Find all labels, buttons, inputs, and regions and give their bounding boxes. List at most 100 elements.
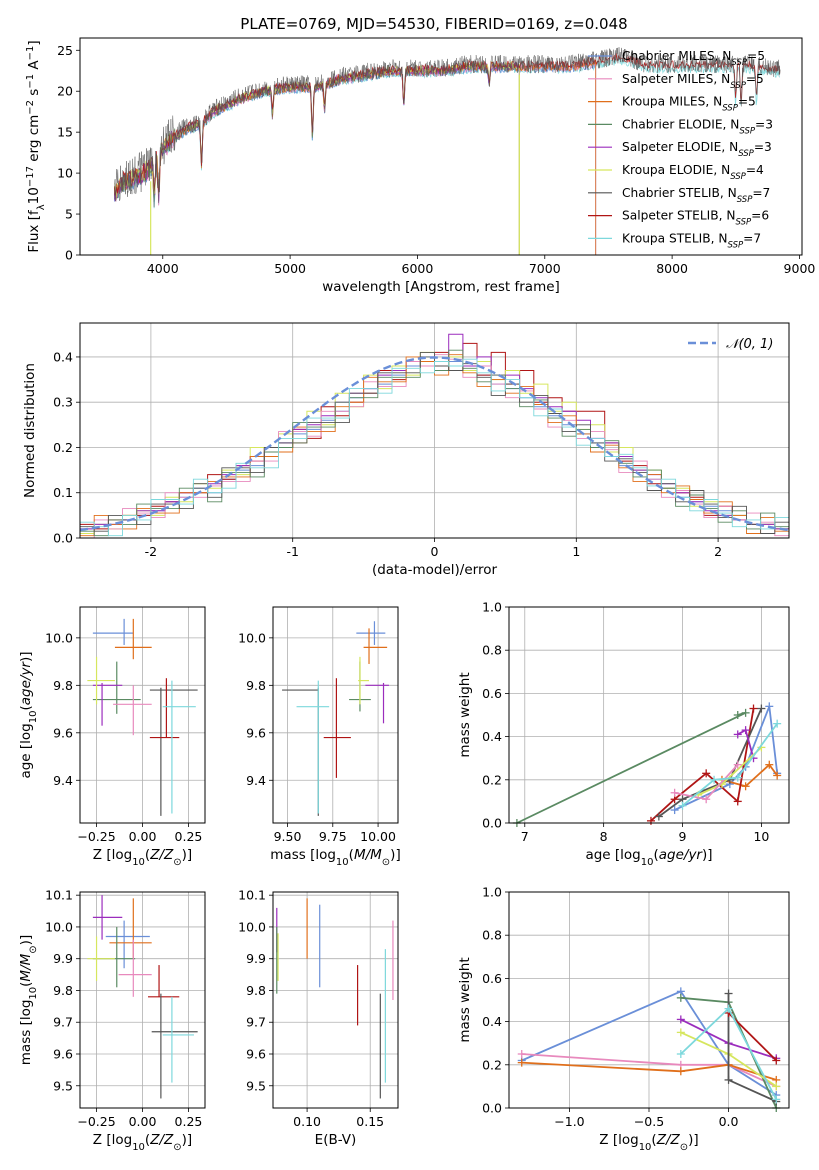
- spectrum-frame: [79, 37, 803, 256]
- massweight_vs_Z-frame: [508, 891, 790, 1109]
- mass-vs-Z-y-label: mass [log10(M/M⊙)]: [18, 935, 39, 1065]
- label-part: age/yr: [18, 661, 34, 706]
- marker-salpeter_elodie: [741, 726, 750, 735]
- y-tick-label: 0.6: [482, 686, 502, 701]
- label-part: )]: [688, 1132, 699, 1148]
- point-kroupa_elodie: [87, 656, 115, 705]
- point-salpeter_stelib: [323, 678, 351, 778]
- label-part: 10: [28, 987, 39, 1000]
- y-tick-label: 9.8: [246, 678, 266, 693]
- legend-label-salpeter_stelib: Salpeter STELIB, NSSP=6: [622, 209, 769, 228]
- x-tick-label: 0.0: [719, 1114, 739, 1129]
- x-tick-label: 4000: [147, 261, 179, 276]
- spectrum-line-chabrier_elodie: [114, 61, 520, 255]
- legend-text: Salpeter ELODIE, N: [622, 140, 738, 154]
- marker-salpeter_elodie: [676, 1015, 685, 1024]
- legend-sub: SSP: [728, 240, 744, 250]
- y-tick-label: 9.9: [246, 951, 266, 966]
- spectrum-line-kroupa_miles: [114, 59, 597, 255]
- marker-kroupa_elodie: [772, 1082, 781, 1091]
- y-tick-label: 15: [57, 125, 73, 140]
- label-part: A: [26, 60, 42, 74]
- histogram-x-label: (data-model)/error: [372, 562, 498, 578]
- label-part: mass weight: [457, 957, 473, 1042]
- label-part: (: [18, 705, 34, 710]
- legend-label-chabrier_miles: Chabrier MILES, NSSP=5: [622, 49, 765, 68]
- point-kroupa_elodie: [358, 656, 370, 705]
- histogram-kroupa_stelib: [80, 358, 789, 537]
- histogram-y-label: Normed distribution: [22, 363, 38, 498]
- marker-salpeter_miles: [517, 1050, 526, 1058]
- marker-chabrier_stelib: [757, 704, 766, 713]
- x-tick-label: 2: [714, 544, 722, 559]
- label-part: Flux [f: [26, 209, 42, 253]
- point-kroupa_elodie: [87, 936, 115, 981]
- label-part: −1: [25, 46, 36, 61]
- legend-sub: SSP: [730, 172, 746, 182]
- marker-kroupa_miles: [741, 782, 750, 791]
- legend-label-kroupa_stelib: Kroupa STELIB, NSSP=7: [622, 231, 761, 250]
- y-tick-label: 0.4: [482, 1014, 502, 1029]
- y-tick-label: 9.9: [53, 951, 73, 966]
- legend-label-kroupa_miles: Kroupa MILES, NSSP=5: [622, 95, 756, 114]
- point-kroupa_miles: [114, 618, 152, 660]
- label-part: )]: [390, 847, 401, 863]
- point-chabrier_elodie: [92, 661, 141, 714]
- mass_vs_ebv-frame: [272, 891, 399, 1109]
- y-tick-label: 0.2: [482, 772, 502, 787]
- y-tick-label: 25: [57, 43, 73, 58]
- legend-text: Salpeter STELIB, N: [622, 209, 735, 223]
- x-tick-label: −1.0: [554, 1114, 584, 1129]
- x-tick-label: 7000: [529, 261, 561, 276]
- normal-curve: [79, 356, 790, 532]
- label-part: )]: [702, 847, 713, 863]
- y-tick-label: 9.6: [53, 725, 73, 740]
- legend-sub: SSP: [735, 218, 751, 228]
- label-part: −2: [25, 100, 36, 115]
- massweight_vs_age-frame: [508, 606, 790, 824]
- legend-label-salpeter_miles: Salpeter MILES, NSSP=5: [622, 72, 764, 91]
- figure-title: PLATE=0769, MJD=54530, FIBERID=0169, z=0…: [240, 15, 627, 33]
- legend-text: Chabrier ELODIE, N: [622, 117, 739, 131]
- marker-salpeter_miles: [733, 760, 742, 769]
- x-tick-label: 8000: [656, 261, 688, 276]
- point-salpeter_stelib: [149, 678, 180, 739]
- y-tick-label: 1.0: [482, 600, 502, 615]
- y-tick-label: 10.1: [238, 888, 266, 903]
- label-part: (: [145, 1132, 150, 1148]
- y-tick-label: 0.3: [53, 395, 73, 410]
- label-part: ⊙: [680, 1142, 688, 1153]
- x-tick-label: 1: [572, 544, 580, 559]
- y-tick-label: 9.8: [53, 983, 73, 998]
- massweight-vs-Z-x-label: Z [log10(Z/Z⊙)]: [599, 1132, 698, 1153]
- marker-chabrier_elodie: [733, 711, 742, 719]
- y-tick-label: 10.1: [45, 888, 73, 903]
- legend-label-salpeter_elodie: Salpeter ELODIE, NSSP=3: [622, 140, 772, 159]
- legend-suffix: =5: [746, 72, 764, 86]
- legend-suffix: =5: [738, 95, 756, 109]
- legend-sub: SSP: [722, 104, 738, 114]
- y-tick-label: 0.6: [482, 971, 502, 986]
- label-part: λ: [36, 204, 47, 210]
- y-tick-label: 10.0: [45, 630, 73, 645]
- legend-label-chabrier_stelib: Chabrier STELIB, NSSP=7: [622, 186, 770, 205]
- label-part: Z/Z: [656, 1132, 681, 1148]
- label-part: Z [log: [93, 1132, 132, 1148]
- label-part: age [log: [18, 723, 34, 778]
- label-part: )]: [18, 935, 34, 946]
- x-tick-label: 0: [431, 544, 439, 559]
- marker-kroupa_miles: [765, 760, 774, 769]
- y-tick-label: 0.4: [53, 349, 73, 364]
- age-vs-Z-y-label: age [log10(age/yr)]: [18, 651, 39, 778]
- label-part: (: [349, 847, 354, 863]
- y-tick-label: 10: [57, 166, 73, 181]
- x-tick-label: 0.00: [129, 829, 157, 844]
- x-tick-label: −0.25: [77, 829, 115, 844]
- label-part: )]: [182, 1132, 193, 1148]
- y-tick-label: 9.7: [53, 1015, 73, 1030]
- x-tick-label: −0.5: [634, 1114, 664, 1129]
- y-tick-label: 0.0: [482, 816, 502, 831]
- legend-text: Salpeter MILES, N: [622, 72, 730, 86]
- legend-suffix: =6: [751, 209, 769, 223]
